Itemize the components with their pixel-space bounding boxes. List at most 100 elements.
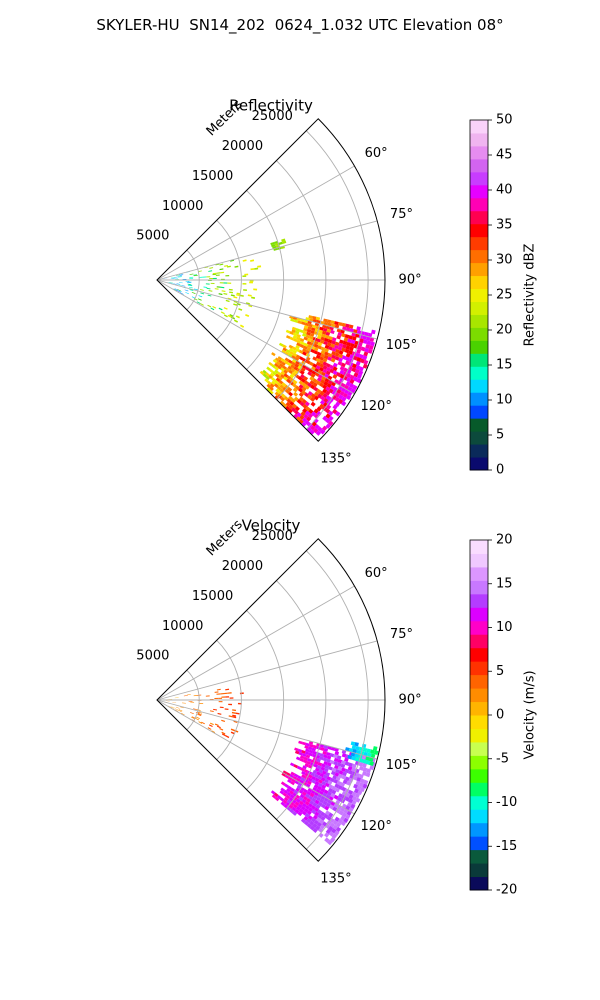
theta-tick-label: 120° <box>361 399 392 414</box>
colorbar-segment <box>470 249 488 264</box>
echo-cell <box>250 259 255 262</box>
echo-cell <box>330 320 335 325</box>
echo-cell <box>328 804 335 810</box>
echo-cell <box>253 288 258 291</box>
echo-cell <box>322 388 328 394</box>
echo-cell <box>328 346 333 351</box>
colorbar-segment <box>470 836 488 851</box>
echo-cell <box>303 336 309 341</box>
echo-cell <box>363 751 369 757</box>
echo-cell <box>344 348 350 354</box>
echo-cell <box>317 813 323 819</box>
colorbar-segment <box>470 132 488 147</box>
echo-cell <box>180 292 184 295</box>
colorbar: 0 5 10 15 20 25 30 35 40 45 50 Reflectivity dBZ <box>469 113 538 478</box>
echo-cell <box>353 788 359 794</box>
echo-cell <box>235 315 240 319</box>
echo-cell <box>220 271 225 274</box>
colorbar-segment <box>470 262 488 277</box>
echo-cell <box>316 758 321 763</box>
echo-cell <box>313 343 319 349</box>
echo-cell <box>336 335 341 340</box>
echo-cell <box>332 819 338 826</box>
echo-cell <box>345 352 351 358</box>
echo-cell <box>171 277 175 279</box>
echo-cell <box>306 382 312 388</box>
echo-cell <box>335 768 340 774</box>
echo-cell <box>299 757 305 762</box>
echo-cell <box>182 278 187 280</box>
echo-cell <box>322 368 328 374</box>
echo-cell <box>341 344 347 349</box>
echo-cell <box>312 382 318 388</box>
echo-cell <box>168 282 173 284</box>
echo-cell <box>319 390 325 396</box>
theta-tick-label: 60° <box>365 566 388 581</box>
echo-cell <box>312 750 317 755</box>
echo-cell <box>324 764 330 770</box>
echo-cell <box>327 780 333 785</box>
echo-cell <box>310 373 316 378</box>
echo-cell <box>334 816 340 822</box>
echo-cell <box>306 818 312 824</box>
echo-cell <box>341 775 347 780</box>
echo-cell <box>181 712 185 716</box>
echo-cell <box>344 768 350 774</box>
echo-cell <box>301 382 307 388</box>
echo-cell <box>337 346 343 351</box>
echo-cell <box>354 793 360 799</box>
echo-cell <box>295 777 301 783</box>
echo-cell <box>337 766 343 771</box>
echo-cell <box>302 753 307 758</box>
echo-cell <box>306 757 312 763</box>
echo-cell <box>291 329 296 333</box>
echo-cell <box>307 774 313 779</box>
echo-cell <box>273 792 279 798</box>
echo-cell <box>303 376 309 381</box>
echo-cell <box>334 344 339 350</box>
echo-cell <box>355 360 361 366</box>
colorbar-tick-label: 0 <box>496 708 504 723</box>
echo-cell <box>235 712 240 715</box>
colorbar-segment <box>470 158 488 173</box>
echo-cell <box>294 808 300 814</box>
echo-cell <box>221 719 226 723</box>
echo-cell <box>372 746 378 751</box>
echo-cell <box>221 731 226 735</box>
echo-cell <box>303 342 308 347</box>
echo-cell <box>306 810 312 816</box>
echo-cell <box>313 760 319 765</box>
echo-cell <box>322 361 328 367</box>
echo-cell <box>308 752 313 757</box>
echo-cell <box>323 748 329 753</box>
echo-cell <box>362 783 368 789</box>
colorbar-segment <box>470 340 488 354</box>
echo-cell <box>306 760 312 765</box>
echo-cell <box>291 407 297 413</box>
echo-cell <box>303 778 309 784</box>
echo-cell <box>337 398 344 405</box>
echo-cell <box>354 368 360 374</box>
echo-cell <box>225 735 230 739</box>
echo-cell <box>281 238 286 242</box>
echo-cell <box>301 399 307 405</box>
echo-cell <box>170 278 175 280</box>
echo-cell <box>289 380 294 386</box>
echo-cell <box>307 787 313 793</box>
echo-cell <box>207 727 212 730</box>
echo-cell <box>286 791 292 797</box>
echo-cell <box>303 413 309 419</box>
theta-tick-label: 105° <box>386 758 417 773</box>
echo-cell <box>304 812 310 818</box>
echo-cell <box>341 400 347 407</box>
echo-cell <box>209 710 214 713</box>
echo-cell <box>302 795 308 801</box>
echo-cell <box>355 745 360 751</box>
echo-cell <box>363 779 369 785</box>
panel-title: Reflectivity <box>229 97 313 115</box>
echo-cell <box>325 404 332 410</box>
echo-cell <box>284 351 290 356</box>
echo-cell <box>300 378 306 383</box>
echo-cell <box>296 342 301 347</box>
echo-cell <box>358 773 364 779</box>
